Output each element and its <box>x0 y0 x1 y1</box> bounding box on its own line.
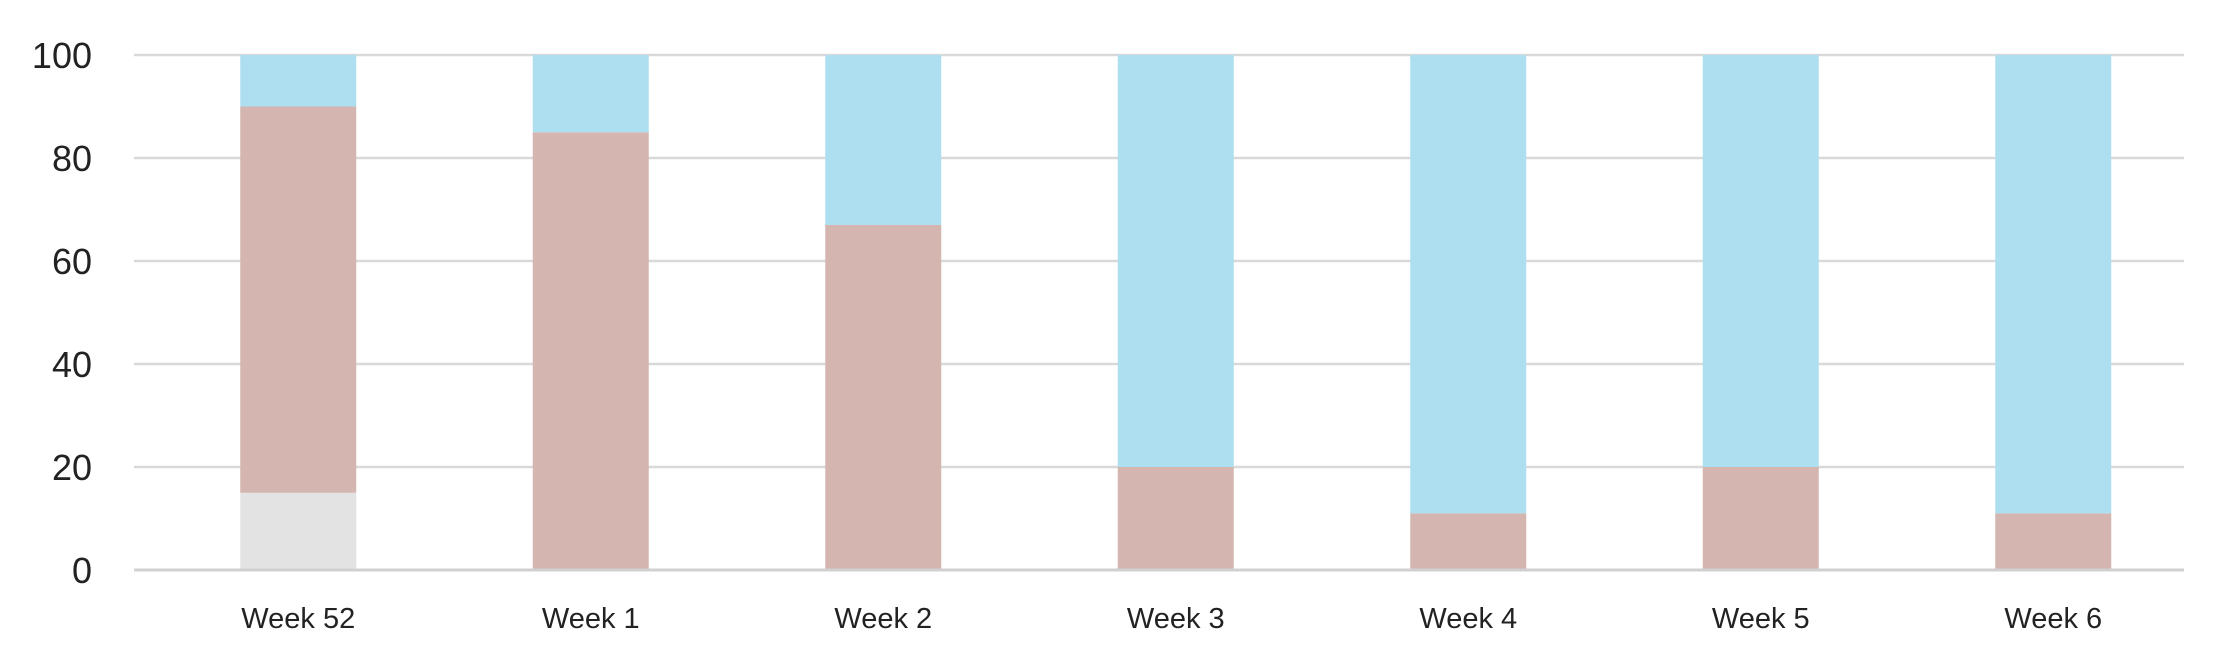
bar-segment-7-2 <box>1995 513 2112 570</box>
tick-labels: 0 20 40 60 80 100 Week 52 Week 1 Week 2 Week 3 Wee… <box>32 35 2102 635</box>
y-tick-label-40: 40 <box>52 344 92 385</box>
bar-segment-4-2 <box>1117 467 1234 570</box>
bar-segment-2-3 <box>532 55 649 133</box>
x-tick-label-7: Week 6 <box>2004 603 2102 635</box>
x-tick-label-3: Week 2 <box>834 603 932 635</box>
y-tick-label-100: 100 <box>32 35 92 76</box>
bar-segment-1-3 <box>240 55 357 107</box>
bar-segment-3-2 <box>825 224 942 570</box>
x-tick-label-1: Week 52 <box>241 603 355 635</box>
bar-segment-5-3 <box>1410 55 1527 514</box>
bar-segment-6-3 <box>1702 55 1819 467</box>
bar-segment-1-2 <box>240 106 357 493</box>
y-tick-label-80: 80 <box>52 138 92 179</box>
x-tick-label-6: Week 5 <box>1712 603 1810 635</box>
bars <box>240 55 2112 570</box>
y-tick-label-20: 20 <box>52 447 92 488</box>
bar-segment-1-1 <box>240 492 357 570</box>
bar-segment-6-2 <box>1702 467 1819 570</box>
bar-segment-2-2 <box>532 132 649 570</box>
x-tick-label-2: Week 1 <box>542 603 640 635</box>
x-tick-label-5: Week 4 <box>1419 603 1517 635</box>
y-tick-label-60: 60 <box>52 241 92 282</box>
x-tick-label-4: Week 3 <box>1127 603 1225 635</box>
bar-segment-7-3 <box>1995 55 2112 514</box>
bar-segment-4-3 <box>1117 55 1234 467</box>
y-tick-label-0: 0 <box>72 550 92 591</box>
bar-segment-3-3 <box>825 55 942 225</box>
bar-segment-5-2 <box>1410 513 1527 570</box>
